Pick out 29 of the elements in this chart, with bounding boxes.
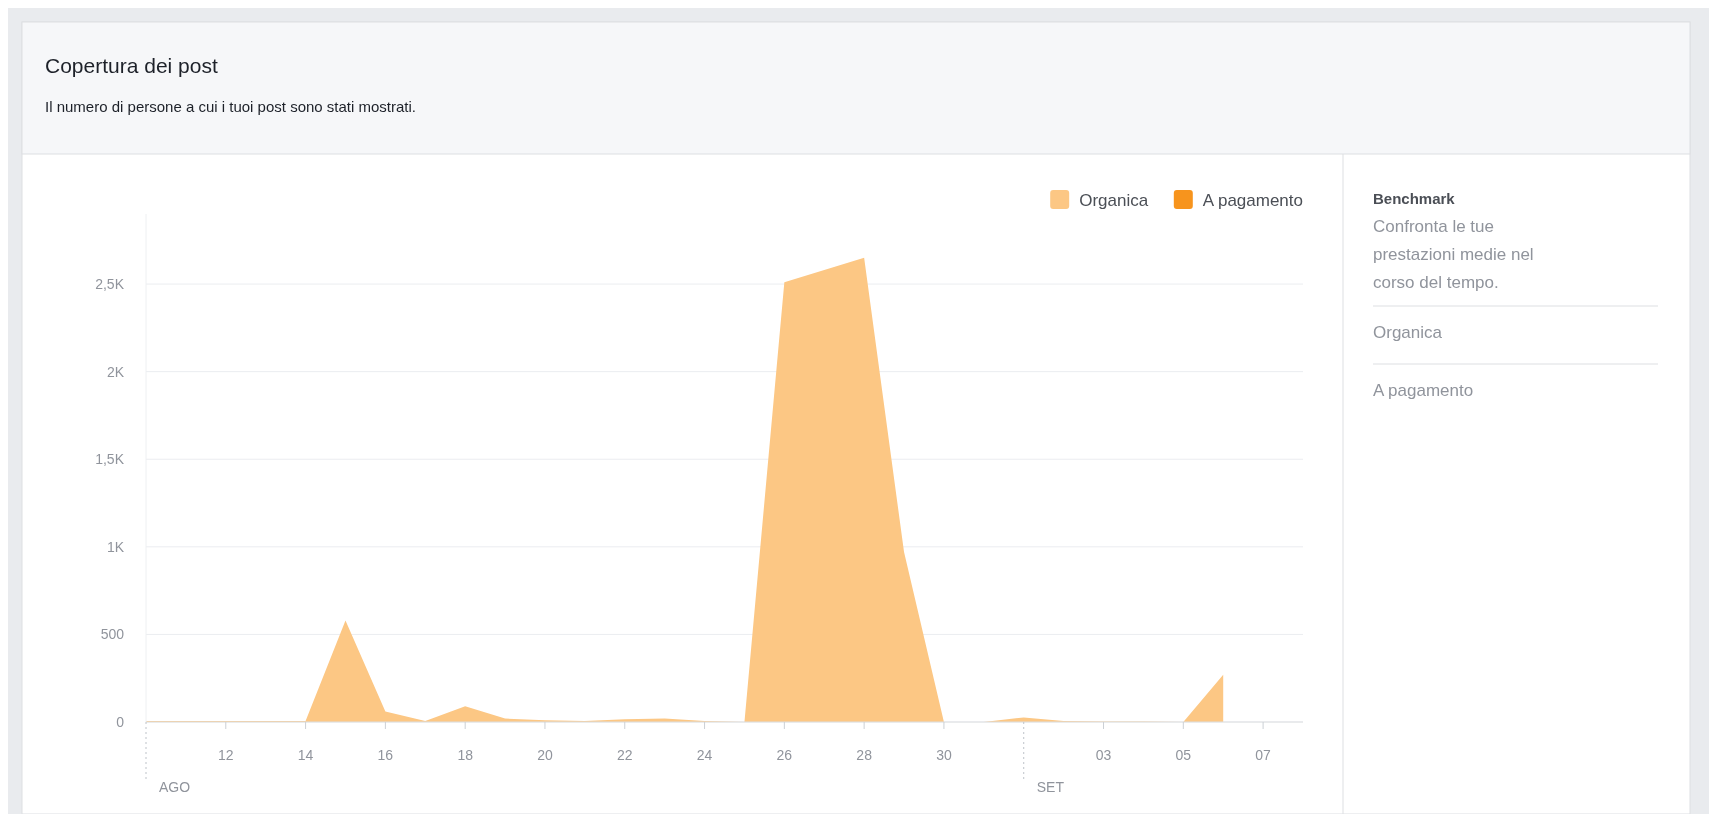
legend-label: A pagamento [1202,191,1303,210]
text: AGO [159,779,191,795]
y-tick-label: 1K [106,538,125,555]
x-tick-label: 24 [696,747,713,763]
y-tick-label: 0 [116,714,125,730]
x-tick-label: 26 [776,747,793,763]
x-tick-label: 22 [616,747,633,763]
text: A pagamento [1373,381,1474,400]
chart-title: Copertura dei post [45,54,218,77]
y-tick-label: 2K [106,363,125,380]
y-tick-label: 1,5K [95,451,125,468]
x-tick-label: 14 [297,747,314,763]
x-tick-label: 03 [1095,747,1112,763]
x-tick-label: 30 [936,747,952,763]
x-tick-label: 28 [856,747,873,763]
text: SET [1036,779,1065,795]
legend-label: Organica [1079,191,1149,210]
text: Benchmark [1373,190,1456,207]
chart-subtitle: Il numero di persone a cui i tuoi post sono stati mostrati. [45,98,417,115]
x-tick-label: 05 [1175,747,1192,763]
x-tick-label: 18 [457,747,474,763]
x-tick-label: 16 [377,747,394,763]
x-tick-label: 07 [1255,747,1272,763]
text: Organica [1373,323,1443,342]
text: Confronta le tue prestazioni medie nel corso del tempo. [1373,217,1534,292]
y-tick-label: 2,5K [95,276,125,293]
x-tick-label: 12 [218,747,234,763]
y-tick-label: 500 [100,626,125,643]
x-tick-label: 20 [537,747,553,763]
